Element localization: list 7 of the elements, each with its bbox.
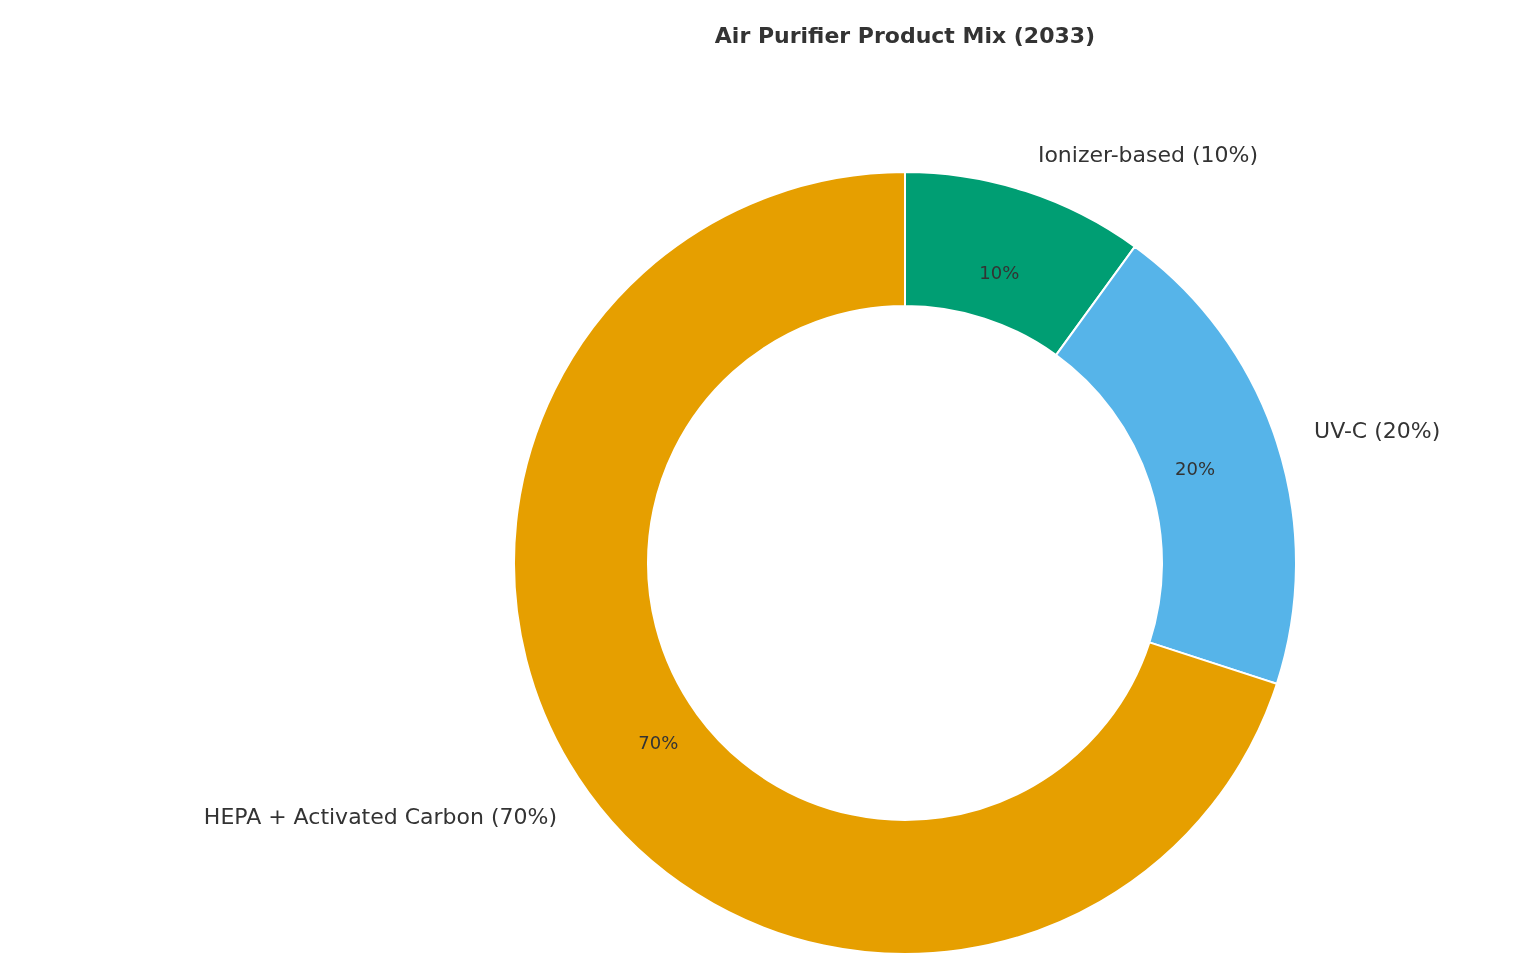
chart-title: Air Purifier Product Mix (2033) xyxy=(714,22,1096,48)
data-label: 70% xyxy=(638,731,679,753)
data-label: 20% xyxy=(1175,458,1216,480)
data-label: 10% xyxy=(979,262,1020,284)
slice-label: HEPA + Activated Carbon (70%) xyxy=(203,803,558,829)
slice-label: Ionizer-based (10%) xyxy=(1037,141,1259,167)
slice-label: UV-C (20%) xyxy=(1314,417,1441,443)
